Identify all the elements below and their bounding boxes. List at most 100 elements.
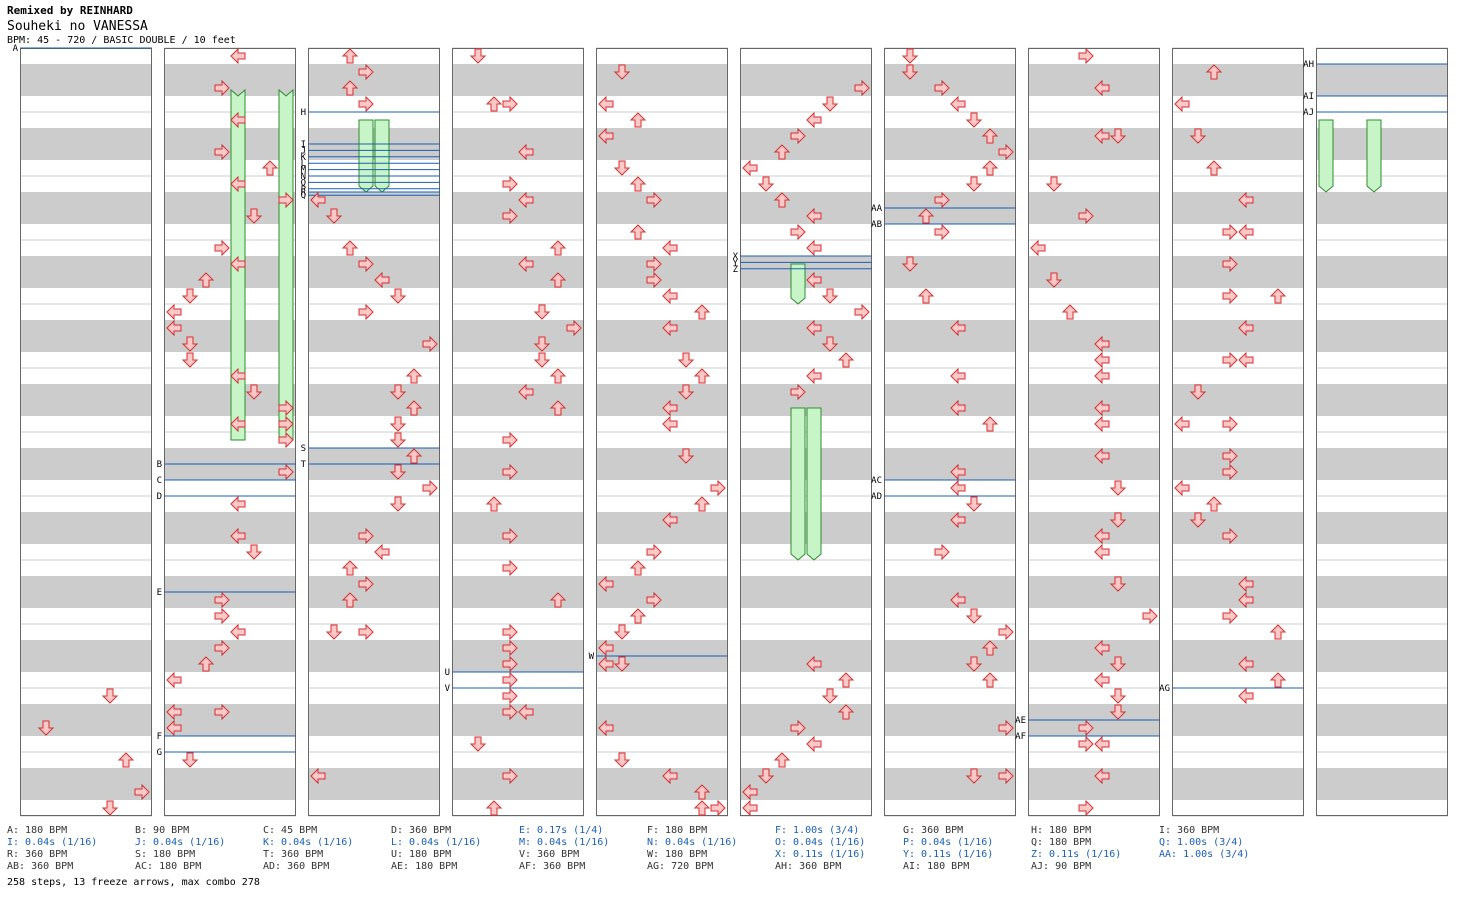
bpm-marker-label: E — [157, 588, 162, 598]
step-arrow — [598, 95, 614, 113]
beat-stripe — [596, 352, 728, 368]
beat-stripe — [20, 496, 152, 512]
beat-stripe — [164, 640, 296, 656]
column-frame — [452, 48, 584, 816]
step-arrow — [790, 223, 806, 241]
bpm-marker-label: AG — [1159, 684, 1170, 694]
beat-stripe — [740, 624, 872, 640]
step-arrow — [998, 623, 1014, 641]
beat-stripe — [1028, 320, 1160, 336]
step-arrow — [1109, 128, 1127, 144]
beat-stripe — [452, 704, 584, 720]
freeze-arrow — [806, 407, 822, 561]
beat-stripe — [740, 112, 872, 128]
beat-stripe — [596, 256, 728, 272]
beat-stripe — [740, 720, 872, 736]
legend-bpm-entry: F: 180 BPM — [647, 825, 708, 836]
step-arrow — [693, 368, 711, 384]
beat-stripe — [1316, 144, 1448, 160]
beat-stripe — [164, 448, 296, 464]
beat-stripe — [884, 640, 1016, 656]
beat-stripe — [1172, 240, 1304, 256]
bpm-marker-label: AB — [871, 220, 882, 230]
step-arrow — [598, 719, 614, 737]
beat-stripe — [164, 656, 296, 672]
beat-stripe — [884, 576, 1016, 592]
beat-stripe — [884, 704, 1016, 720]
chart-column — [1172, 47, 1304, 817]
beat-stripe — [596, 336, 728, 352]
freeze-arrow — [1318, 119, 1334, 193]
beat-stripe — [1028, 48, 1160, 64]
beat-stripe — [1316, 576, 1448, 592]
legend-bpm-entry: AG: 720 BPM — [647, 861, 714, 872]
beat-stripe — [308, 128, 440, 144]
column-frame — [596, 48, 728, 816]
beat-stripe — [452, 464, 584, 480]
beat-stripe — [452, 176, 584, 192]
beat-stripe — [164, 416, 296, 432]
step-arrow — [485, 96, 503, 112]
beat-stripe — [596, 512, 728, 528]
beat-stripe — [164, 704, 296, 720]
beat-stripe — [308, 288, 440, 304]
beat-stripe — [308, 352, 440, 368]
step-arrow — [1205, 160, 1223, 176]
step-arrow — [854, 303, 870, 321]
step-arrow — [662, 511, 678, 529]
chart-column — [1028, 47, 1160, 817]
beat-stripe — [1028, 368, 1160, 384]
step-arrow — [693, 800, 711, 816]
beat-stripe — [884, 592, 1016, 608]
beat-stripe — [740, 784, 872, 800]
beat-stripe — [596, 640, 728, 656]
step-arrow — [341, 48, 359, 64]
beat-stripe — [164, 576, 296, 592]
bpm-marker-label: AF — [1015, 732, 1026, 742]
step-arrow — [245, 208, 263, 224]
step-arrow — [677, 384, 695, 400]
step-arrow — [549, 272, 567, 288]
beat-stripe — [308, 304, 440, 320]
beat-stripe — [1028, 720, 1160, 736]
beat-stripe — [884, 176, 1016, 192]
beat-stripe — [884, 400, 1016, 416]
step-arrow — [950, 591, 966, 609]
beat-stripe — [1028, 736, 1160, 752]
beat-stripe — [20, 384, 152, 400]
step-arrow — [917, 288, 935, 304]
step-arrow — [901, 64, 919, 80]
beat-stripe — [20, 624, 152, 640]
beat-stripe — [1028, 688, 1160, 704]
beat-stripe — [596, 608, 728, 624]
legend-bpm-entry: C: 45 BPM — [263, 825, 318, 836]
bpm-marker-label: Q — [301, 191, 306, 201]
beat-stripe — [884, 320, 1016, 336]
step-arrow — [1174, 479, 1190, 497]
step-arrow — [950, 399, 966, 417]
beat-stripe — [596, 384, 728, 400]
step-arrow — [502, 703, 518, 721]
beat-stripe — [164, 784, 296, 800]
beat-stripe — [596, 480, 728, 496]
beat-stripe — [1028, 128, 1160, 144]
beat-stripe — [1028, 448, 1160, 464]
step-arrow — [757, 768, 775, 784]
beat-stripe — [596, 288, 728, 304]
beat-stripe — [1028, 624, 1160, 640]
beat-stripe — [20, 128, 152, 144]
beat-stripe — [452, 496, 584, 512]
step-arrow — [341, 560, 359, 576]
step-arrow — [341, 592, 359, 608]
beat-stripe — [1316, 560, 1448, 576]
beat-stripe — [1172, 768, 1304, 784]
beat-stripe — [596, 528, 728, 544]
beat-stripe — [596, 64, 728, 80]
beat-stripe — [20, 400, 152, 416]
step-arrow — [245, 544, 263, 560]
beat-stripe — [20, 800, 152, 816]
beat-stripe — [20, 160, 152, 176]
beat-stripe — [1316, 112, 1448, 128]
step-arrow — [790, 383, 806, 401]
